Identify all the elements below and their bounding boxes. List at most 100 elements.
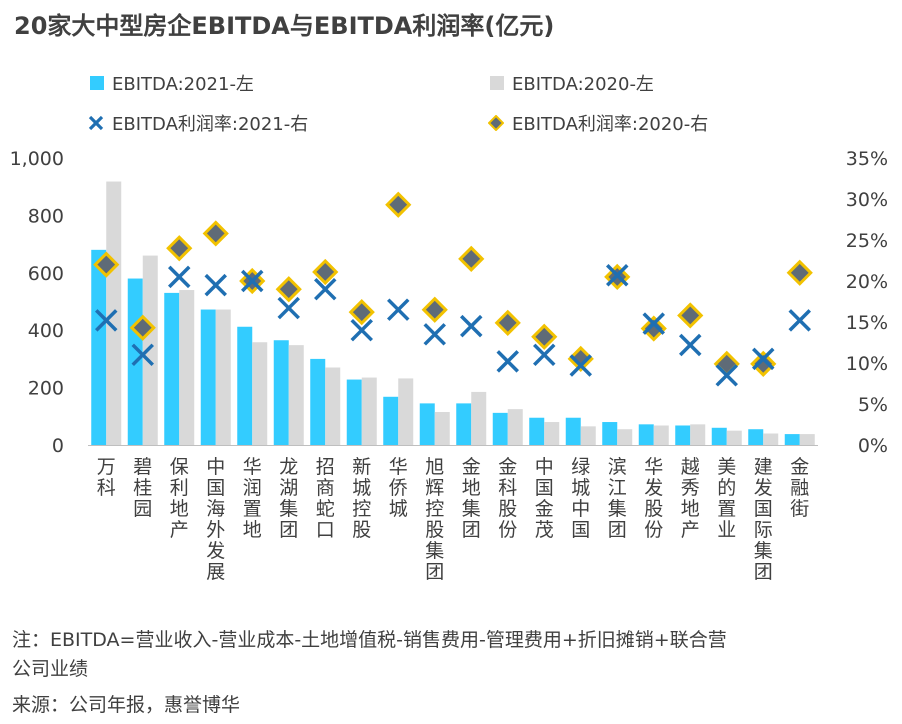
marker-margin-2020 [786,259,813,286]
bar-ebitda-2021 [200,309,216,445]
marker-margin-2021 [533,343,556,367]
bar-ebitda-2021 [456,403,472,445]
marker-margin-2021 [168,265,191,289]
marker-margin-2021 [460,314,483,338]
marker-margin-2020 [567,345,594,373]
marker-margin-2020 [750,350,777,377]
bar-ebitda-2020 [398,378,414,445]
legend-item-ebitda-2020: EBITDA:2020-左 [490,70,654,96]
marker-margin-2021 [314,277,337,301]
bar-ebitda-2021 [237,326,253,445]
x-category-label: 滨江集团 [608,456,627,541]
marker-margin-2021 [715,364,738,387]
marker-margin-2020 [93,251,120,278]
marker-margin-2020 [385,191,412,218]
marker-x-stroke [314,277,337,301]
y-left-tick-label: 200 [28,378,64,400]
bar-ebitda-2020 [215,309,231,445]
bar-ebitda-2021 [419,403,435,445]
bar-ebitda-2021 [529,417,545,445]
x-category-label: 招商蛇口 [316,456,335,541]
y-right-tick-label: 10% [846,353,888,375]
marker-margin-2021 [277,296,300,320]
x-category-label: 金地集团 [462,456,481,541]
x-category-label: 旭辉控股集团 [425,456,444,583]
marker-x-stroke [277,296,300,320]
marker-margin-2021 [95,309,118,332]
marker-x-stroke [131,343,154,367]
bar-ebitda-2020 [434,411,450,445]
legend-label-margin-2021: EBITDA利润率:2021-右 [112,114,309,135]
x-category-label: 金科股份 [498,456,517,541]
legend-x-marker-icon [88,115,104,131]
marker-margin-2021 [679,333,702,357]
marker-margin-2021 [131,343,154,367]
marker-margin-2020 [312,258,339,286]
y-left-tick-label: 800 [28,205,64,227]
marker-x-stroke [642,312,665,335]
x-category-label: 新城控股 [352,456,371,541]
marker-margin-2021 [569,354,592,377]
legend-x-stroke-b [88,115,104,131]
marker-x-stroke [350,318,373,342]
marker-margin-2021 [350,318,373,342]
marker-margin-2021 [496,350,519,373]
marker-margin-2020 [166,235,193,262]
legend-swatch-bar-2021 [90,76,104,90]
marker-margin-2021 [423,323,446,346]
source-note: 来源：公司年报，惠誉博华 [12,694,241,716]
bar-ebitda-2021 [602,422,618,445]
marker-x-stroke [715,364,738,387]
marker-margin-2020 [494,309,521,336]
bar-ebitda-2021 [310,358,326,445]
y-right-tick-label: 0% [858,435,888,457]
marker-margin-2021 [241,269,264,293]
marker-margin-2020 [348,299,375,326]
bar-ebitda-2021 [675,425,691,445]
legend-diamond-marker-icon [488,115,504,131]
marker-margin-2021 [387,298,410,321]
bar-ebitda-2021 [711,427,727,445]
bar-ebitda-2020 [653,425,669,445]
marker-margin-2020 [458,245,485,272]
y-right-tick-label: 35% [846,148,888,170]
marker-x-stroke [533,343,556,367]
y-left-tick-label: 1,000 [10,148,64,170]
x-category-label: 碧桂园 [133,456,152,520]
y-left-tick-label: 0 [52,435,64,457]
x-category-label: 保利地产 [170,456,189,541]
legend-item-margin-2021: EBITDA利润率:2021-右 [88,110,308,136]
bar-ebitda-2021 [273,340,289,445]
marker-x-stroke [569,354,592,377]
marker-x-stroke [241,269,264,293]
bar-ebitda-2021 [383,396,399,445]
chart-title: 20家大中型房企EBITDA与EBITDA利润率(亿元) [14,12,555,40]
x-category-label: 金融街 [790,456,809,520]
y-left-tick-label: 400 [28,320,64,342]
marker-x-stroke [387,298,410,321]
bar-ebitda-2020 [617,429,633,445]
bar-ebitda-2020 [799,434,815,445]
x-category-label: 华润置地 [243,456,262,541]
marker-x-stroke [679,333,702,357]
bar-ebitda-2020 [361,377,377,445]
marker-margin-2021 [788,309,811,332]
x-category-label: 中国海外发展 [206,456,225,583]
bar-ebitda-2020 [288,345,304,445]
bar-ebitda-2020 [726,430,742,445]
bar-ebitda-2021 [164,292,180,445]
bar-ebitda-2020 [763,433,779,445]
bar-ebitda-2020 [325,367,341,445]
marker-margin-2020 [531,323,558,350]
bar-ebitda-2020 [252,342,268,445]
bar-ebitda-2021 [748,429,764,445]
x-category-label: 越秀地产 [681,456,700,541]
legend-diamond-shape [488,115,504,131]
marker-margin-2020 [640,315,667,342]
bar-ebitda-2020 [690,424,706,445]
x-category-label: 华侨城 [389,456,408,520]
y-right-tick-label: 15% [846,312,888,334]
bar-ebitda-2021 [346,379,362,445]
bar-ebitda-2020 [471,391,487,445]
